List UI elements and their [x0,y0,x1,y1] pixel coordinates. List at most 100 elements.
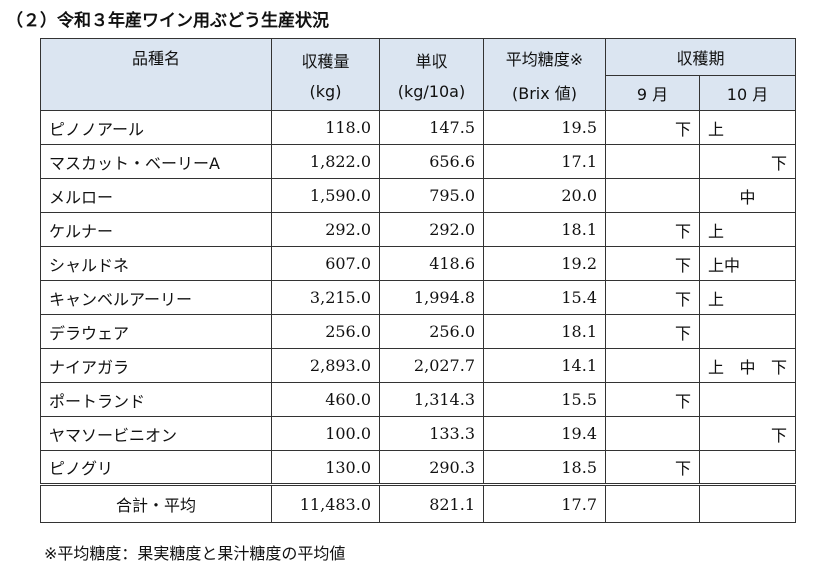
table-row: ポートランド 460.0 1,314.3 15.5 下 [40,382,796,417]
total-harvest-qty: 11,483.0 [271,483,380,523]
brix-value: 19.4 [483,416,606,451]
october-period: 上 [699,212,796,247]
october-period [699,314,796,349]
september-period: 下 [605,450,700,485]
variety-name: ピノグリ [40,450,272,485]
yield-value: 1,314.3 [379,382,484,417]
yield-value: 2,027.7 [379,348,484,383]
brix-value: 18.1 [483,212,606,247]
header-october: 10 月 [699,75,796,111]
harvest-qty: 460.0 [271,382,380,417]
header-harvest-qty-unit: (kg) [309,82,342,101]
variety-name: ヤマソービニオン [40,416,272,451]
header-harvest-qty-label: 収穫量 [301,52,350,71]
header-yield: 単収 (kg/10a) [379,38,484,111]
variety-name: メルロー [40,178,272,213]
september-period: 下 [605,382,700,417]
harvest-qty: 607.0 [271,246,380,281]
table-row: シャルドネ 607.0 418.6 19.2 下 上中 [40,246,796,281]
harvest-qty: 256.0 [271,314,380,349]
variety-name: マスカット・ベーリーA [40,144,272,179]
header-yield-unit: (kg/10a) [397,82,466,101]
yield-value: 147.5 [379,110,484,145]
table-row: キャンベルアーリー 3,215.0 1,994.8 15.4 下 上 [40,280,796,315]
table-row: ヤマソービニオン 100.0 133.3 19.4 下 [40,416,796,451]
october-period [699,450,796,485]
table-row: デラウェア 256.0 256.0 18.1 下 [40,314,796,349]
table-row: ケルナー 292.0 292.0 18.1 下 上 [40,212,796,247]
yield-value: 133.3 [379,416,484,451]
header-brix: 平均糖度※ (Brix 値) [483,38,606,111]
yield-value: 1,994.8 [379,280,484,315]
variety-name: ナイアガラ [40,348,272,383]
variety-name: ポートランド [40,382,272,417]
table-row: ピノノアール 118.0 147.5 19.5 下 上 [40,110,796,145]
harvest-qty: 118.0 [271,110,380,145]
september-period: 下 [605,246,700,281]
harvest-qty: 2,893.0 [271,348,380,383]
total-row: 合計・平均 11,483.0 821.1 17.7 [40,483,796,523]
september-period: 下 [605,280,700,315]
brix-value: 18.1 [483,314,606,349]
footnote: ※平均糖度：果実糖度と果汁糖度の平均値 [44,544,346,563]
table-row: メルロー 1,590.0 795.0 20.0 中 [40,178,796,213]
total-yield: 821.1 [379,483,484,523]
october-period: 上 [699,110,796,145]
october-period [699,382,796,417]
header-brix-unit: (Brix 値) [511,83,578,103]
brix-value: 20.0 [483,178,606,213]
table-row: ナイアガラ 2,893.0 2,027.7 14.1 上 中 下 [40,348,796,383]
brix-value: 19.2 [483,246,606,281]
average-brix: 17.7 [483,483,606,523]
header-harvest-period: 収穫期 [605,38,796,76]
table-row: ピノグリ 130.0 290.3 18.5 下 [40,450,796,485]
october-period: 中 [699,178,796,213]
september-period [605,178,700,213]
october-period: 上 中 下 [699,348,796,383]
brix-value: 14.1 [483,348,606,383]
september-period: 下 [605,314,700,349]
september-period [605,144,700,179]
yield-value: 256.0 [379,314,484,349]
september-period: 下 [605,110,700,145]
september-period [605,416,700,451]
yield-value: 656.6 [379,144,484,179]
october-period: 下 [699,144,796,179]
brix-value: 15.4 [483,280,606,315]
brix-value: 18.5 [483,450,606,485]
september-period: 下 [605,212,700,247]
yield-value: 418.6 [379,246,484,281]
harvest-qty: 100.0 [271,416,380,451]
yield-value: 290.3 [379,450,484,485]
grape-production-table: 品種名 収穫量 (kg) 単収 (kg/10a) 平均糖度※ (Brix 値) … [40,38,796,523]
variety-name: デラウェア [40,314,272,349]
september-period [605,348,700,383]
yield-value: 795.0 [379,178,484,213]
harvest-qty: 3,215.0 [271,280,380,315]
total-label: 合計・平均 [40,483,272,523]
brix-value: 15.5 [483,382,606,417]
october-period: 上中 [699,246,796,281]
table-row: マスカット・ベーリーA 1,822.0 656.6 17.1 下 [40,144,796,179]
total-october-empty [699,483,796,523]
october-period: 上 [699,280,796,315]
header-variety: 品種名 [40,38,272,111]
page-title: （２）令和３年産ワイン用ぶどう生産状況 [6,11,329,31]
harvest-qty: 1,590.0 [271,178,380,213]
yield-value: 292.0 [379,212,484,247]
variety-name: ピノノアール [40,110,272,145]
header-yield-label: 単収 [415,52,448,71]
header-harvest-qty: 収穫量 (kg) [271,38,380,111]
brix-value: 19.5 [483,110,606,145]
october-period: 下 [699,416,796,451]
variety-name: ケルナー [40,212,272,247]
harvest-qty: 292.0 [271,212,380,247]
variety-name: キャンベルアーリー [40,280,272,315]
header-brix-label: 平均糖度※ [505,49,584,69]
harvest-qty: 130.0 [271,450,380,485]
total-september-empty [605,483,700,523]
header-september: 9 月 [605,75,700,111]
variety-name: シャルドネ [40,246,272,281]
harvest-qty: 1,822.0 [271,144,380,179]
brix-value: 17.1 [483,144,606,179]
